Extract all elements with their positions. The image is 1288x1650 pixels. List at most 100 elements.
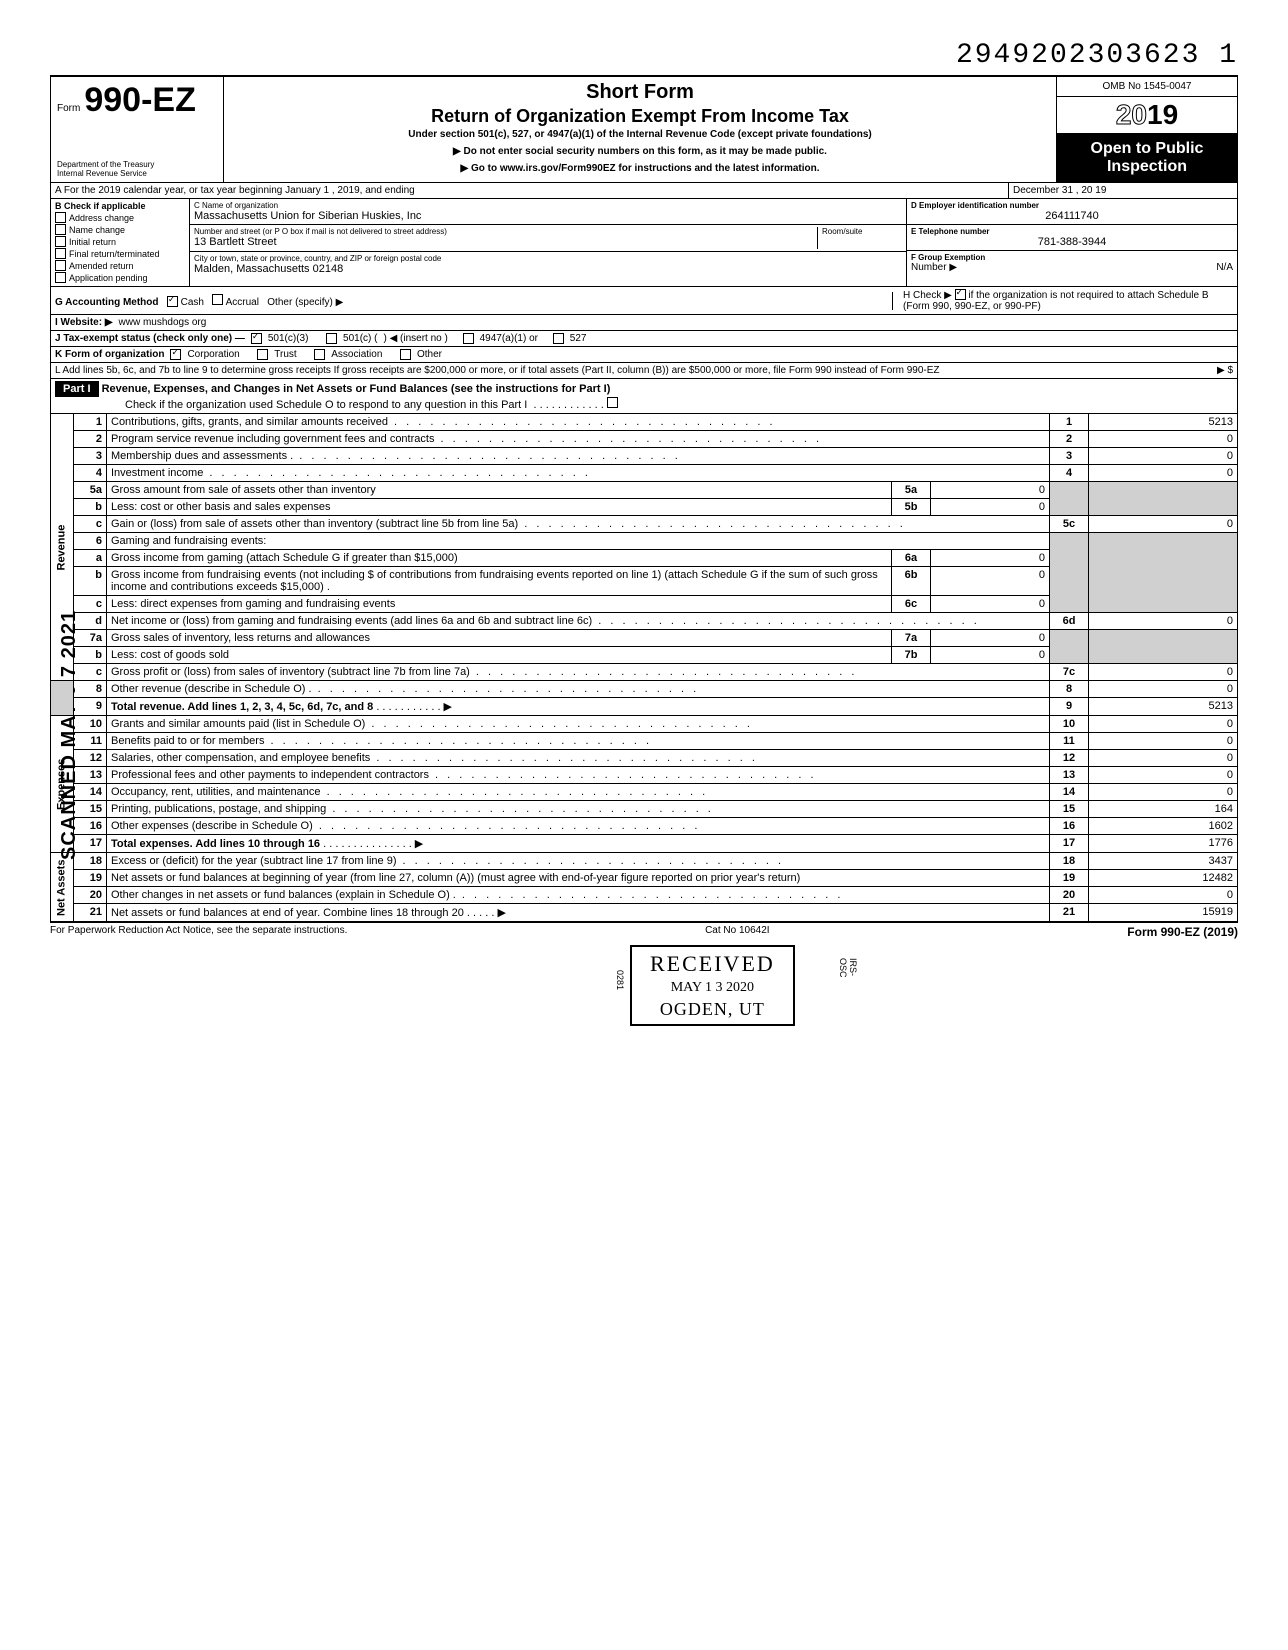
- g-other-label: Other (specify) ▶: [267, 297, 343, 308]
- b-address-change: Address change: [55, 212, 185, 223]
- part1-label: Part I: [55, 381, 99, 397]
- checkbox-trust-icon[interactable]: [257, 349, 268, 360]
- row-g-h: G Accounting Method Cash Accrual Other (…: [50, 287, 1238, 315]
- col-def: D Employer identification number 2641117…: [907, 199, 1237, 286]
- j-527-label: 527: [570, 333, 587, 344]
- mid-num: 5b: [892, 499, 931, 516]
- line-desc: Occupancy, rent, utilities, and maintena…: [111, 786, 708, 798]
- d-value: 264111740: [911, 210, 1233, 222]
- line-16: 16Other expenses (describe in Schedule O…: [51, 818, 1238, 835]
- g-accrual-label: Accrual: [226, 297, 259, 308]
- checkbox-501c-icon[interactable]: [326, 333, 337, 344]
- line-desc: Total expenses. Add lines 10 through 16: [111, 838, 320, 850]
- checkbox-icon[interactable]: [55, 224, 66, 235]
- checkbox-icon[interactable]: [55, 272, 66, 283]
- line-desc: Printing, publications, postage, and shi…: [111, 803, 714, 815]
- form-header: Form 990-EZ Department of the Treasury I…: [50, 75, 1238, 183]
- g-cash-label: Cash: [181, 297, 204, 308]
- line-14: 14Occupancy, rent, utilities, and mainte…: [51, 784, 1238, 801]
- box-num: 7c: [1050, 664, 1089, 681]
- form-word: Form: [57, 103, 80, 114]
- mid-val: 0: [931, 647, 1050, 664]
- checkbox-icon[interactable]: [55, 260, 66, 271]
- line-a: A For the 2019 calendar year, or tax yea…: [50, 183, 1238, 199]
- line-desc: Net assets or fund balances at beginning…: [111, 872, 800, 884]
- b-item-label: Application pending: [69, 273, 148, 283]
- stamp-irs-right: IRS-OSC: [838, 958, 858, 978]
- checkbox-other-icon[interactable]: [400, 349, 411, 360]
- checkbox-527-icon[interactable]: [553, 333, 564, 344]
- j-4947-label: 4947(a)(1) or: [480, 333, 538, 344]
- h-check: H Check ▶ if the organization is not req…: [899, 287, 1237, 314]
- line-desc: Other revenue (describe in Schedule O) .: [111, 683, 699, 695]
- j-501c-label: 501(c) (: [343, 333, 377, 344]
- line-desc: Membership dues and assessments .: [111, 450, 681, 462]
- e-label: E Telephone number: [911, 227, 1233, 236]
- c-city-row: City or town, state or province, country…: [190, 252, 906, 277]
- checkbox-corp-icon[interactable]: [170, 349, 181, 360]
- line-val: 12482: [1089, 870, 1238, 887]
- c-city-label: City or town, state or province, country…: [194, 254, 902, 263]
- year-prefix: 20: [1116, 99, 1147, 130]
- line-desc: Gain or (loss) from sale of assets other…: [111, 518, 906, 530]
- line-6d: dNet income or (loss) from gaming and fu…: [51, 613, 1238, 630]
- j-insert-label: ) ◀ (insert no ): [383, 333, 447, 344]
- b-item-label: Initial return: [69, 237, 116, 247]
- row-k: K Form of organization Corporation Trust…: [50, 347, 1238, 363]
- k-other-label: Other: [417, 349, 442, 360]
- checkbox-h-icon[interactable]: [955, 289, 966, 300]
- checkbox-schedule-o-icon[interactable]: [607, 397, 618, 408]
- mid-val: 0: [931, 550, 1050, 567]
- row-j: J Tax-exempt status (check only one) — 5…: [50, 331, 1238, 347]
- c-street-label: Number and street (or P O box if mail is…: [194, 227, 902, 236]
- stamp-date-text: MAY 1 3 2020: [650, 980, 775, 996]
- checkbox-accrual-icon[interactable]: [212, 294, 223, 305]
- checkbox-assoc-icon[interactable]: [314, 349, 325, 360]
- line-desc: Gross amount from sale of assets other t…: [111, 484, 376, 496]
- c-name-value: Massachusetts Union for Siberian Huskies…: [194, 210, 902, 222]
- line-11: 11Benefits paid to or for members110: [51, 733, 1238, 750]
- document-locator-number: 2949202303623 1: [50, 40, 1238, 71]
- e-phone-row: E Telephone number 781-388-3944: [907, 225, 1237, 251]
- part1-title: Revenue, Expenses, and Changes in Net As…: [102, 383, 611, 395]
- side-label-revenue: Revenue: [51, 414, 74, 681]
- b-amended-return: Amended return: [55, 260, 185, 271]
- line-val: 3437: [1089, 853, 1238, 870]
- l-arrow: ▶ $: [1217, 365, 1233, 376]
- line-9: 9Total revenue. Add lines 1, 2, 3, 4, 5c…: [51, 698, 1238, 716]
- box-num: 5c: [1050, 516, 1089, 533]
- line-desc: Investment income: [111, 467, 591, 479]
- d-label: D Employer identification number: [911, 201, 1233, 210]
- d-ein-row: D Employer identification number 2641117…: [907, 199, 1237, 225]
- b-item-label: Amended return: [69, 261, 134, 271]
- b-name-change: Name change: [55, 224, 185, 235]
- line-8: 8Other revenue (describe in Schedule O) …: [51, 681, 1238, 698]
- checkbox-501c3-icon[interactable]: [251, 333, 262, 344]
- b-label: B Check if applicable: [55, 201, 185, 211]
- part1-check-text: Check if the organization used Schedule …: [55, 399, 527, 411]
- h-label: H Check ▶: [903, 290, 952, 301]
- checkbox-cash-icon[interactable]: [167, 296, 178, 307]
- line-desc: Program service revenue including govern…: [111, 433, 822, 445]
- line-desc: Less: cost of goods sold: [111, 649, 229, 661]
- side-label-netassets: Net Assets: [51, 853, 74, 922]
- line-val: 0: [1089, 431, 1238, 448]
- form-header-right: OMB No 1545-0047 2019 Open to Public Ins…: [1057, 77, 1237, 182]
- line-19: 19Net assets or fund balances at beginni…: [51, 870, 1238, 887]
- line-desc: Excess or (deficit) for the year (subtra…: [111, 855, 784, 867]
- line-13: 13Professional fees and other payments t…: [51, 767, 1238, 784]
- line-7c: cGross profit or (loss) from sales of in…: [51, 664, 1238, 681]
- line-a-left: A For the 2019 calendar year, or tax yea…: [51, 183, 1009, 198]
- checkbox-icon[interactable]: [55, 248, 66, 259]
- checkbox-icon[interactable]: [55, 212, 66, 223]
- line-val: 5213: [1089, 414, 1238, 431]
- checkbox-icon[interactable]: [55, 236, 66, 247]
- checkbox-4947-icon[interactable]: [463, 333, 474, 344]
- line-desc: Net assets or fund balances at end of ye…: [111, 907, 464, 919]
- block-bcdef: B Check if applicable Address change Nam…: [50, 199, 1238, 287]
- mid-num: 6c: [892, 596, 931, 613]
- line-desc: Contributions, gifts, grants, and simila…: [111, 416, 776, 428]
- i-value: www mushdogs org: [119, 317, 207, 328]
- mid-num: 6b: [892, 567, 931, 596]
- under-section: Under section 501(c), 527, or 4947(a)(1)…: [232, 129, 1048, 140]
